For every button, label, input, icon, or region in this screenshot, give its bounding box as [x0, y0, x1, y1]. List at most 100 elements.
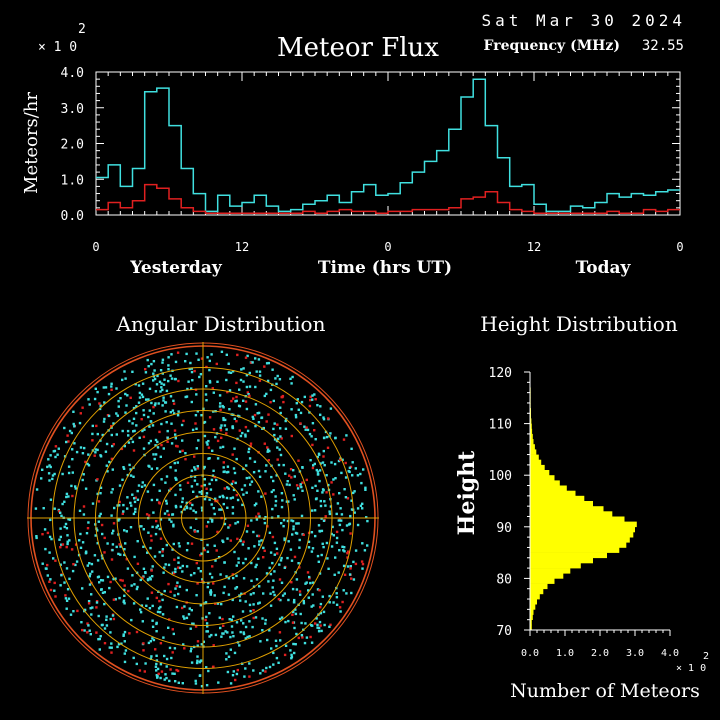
- polar-point-total: [131, 440, 135, 444]
- polar-point-total: [147, 415, 150, 419]
- polar-point-subset: [322, 455, 325, 458]
- polar-point-total: [294, 608, 297, 611]
- polar-point-total: [196, 483, 199, 486]
- height-bar: [530, 526, 635, 533]
- polar-point-total: [277, 661, 280, 664]
- polar-point-total: [51, 474, 55, 477]
- polar-point-subset: [194, 388, 198, 391]
- height-x-tick-label: 1.0: [556, 648, 574, 659]
- polar-point-total: [209, 593, 212, 596]
- polar-point-total: [68, 518, 72, 521]
- polar-point-total: [161, 372, 164, 375]
- frequency-value: 32.55: [642, 38, 684, 54]
- polar-point-total: [205, 385, 208, 388]
- polar-point-total: [321, 542, 324, 545]
- polar-point-total: [320, 553, 323, 557]
- polar-point-total: [212, 391, 215, 394]
- polar-point-total: [155, 654, 158, 657]
- polar-point-total: [266, 450, 269, 453]
- polar-point-total: [88, 575, 91, 578]
- flux-y-tick-label: 3.0: [61, 102, 84, 117]
- flux-series: [96, 78, 680, 214]
- polar-point-total: [187, 380, 190, 383]
- polar-point-total: [152, 638, 156, 642]
- polar-point-total: [87, 600, 91, 603]
- polar-point-total: [87, 624, 90, 627]
- polar-point-total: [360, 481, 363, 485]
- polar-point-total: [141, 382, 145, 385]
- polar-point-total: [216, 457, 220, 460]
- polar-point-total: [208, 368, 211, 372]
- polar-point-total: [140, 485, 144, 488]
- polar-point-total: [183, 605, 186, 608]
- polar-point-subset: [291, 613, 294, 616]
- polar-point-total: [131, 422, 134, 425]
- polar-point-total: [205, 666, 208, 669]
- polar-point-total: [330, 545, 334, 548]
- polar-point-total: [50, 537, 53, 541]
- polar-point-total: [205, 492, 209, 495]
- polar-point-total: [294, 416, 298, 419]
- polar-point-total: [316, 588, 320, 591]
- height-bar: [530, 573, 564, 579]
- polar-point-total: [311, 398, 314, 401]
- polar-point-subset: [95, 631, 98, 634]
- polar-point-subset: [176, 351, 180, 354]
- polar-point-total: [165, 499, 168, 503]
- polar-point-total: [291, 587, 295, 591]
- polar-point-total: [310, 550, 314, 553]
- height-x-tick-label: 2.0: [591, 648, 609, 659]
- polar-point-total: [190, 387, 193, 390]
- polar-point-total: [141, 395, 145, 399]
- polar-point-total: [103, 591, 106, 594]
- polar-point-total: [273, 438, 277, 441]
- polar-point-total: [159, 518, 163, 521]
- polar-point-total: [335, 541, 339, 544]
- polar-point-total: [153, 404, 157, 407]
- polar-point-total: [230, 618, 233, 621]
- polar-point-total: [207, 669, 210, 673]
- polar-point-subset: [160, 670, 164, 673]
- polar-point-total: [286, 480, 289, 483]
- polar-point-total: [275, 644, 278, 648]
- polar-point-total: [273, 553, 276, 556]
- polar-point-subset: [354, 562, 358, 566]
- polar-point-total: [53, 449, 57, 453]
- polar-point-subset: [109, 580, 112, 584]
- polar-point-total: [123, 444, 126, 448]
- polar-point-subset: [257, 534, 261, 538]
- polar-point-total: [65, 495, 68, 499]
- polar-point-total: [132, 406, 136, 410]
- polar-point-total: [202, 640, 205, 643]
- polar-point-total: [101, 532, 104, 536]
- polar-point-total: [232, 467, 236, 470]
- polar-point-total: [287, 598, 290, 602]
- polar-point-total: [270, 490, 273, 494]
- polar-point-total: [59, 535, 62, 539]
- polar-point-subset: [216, 530, 219, 534]
- polar-point-total: [202, 547, 205, 550]
- polar-point-total: [81, 452, 85, 455]
- polar-point-total: [274, 639, 278, 642]
- polar-point-subset: [290, 581, 293, 584]
- polar-point-total: [289, 649, 292, 652]
- polar-point-subset: [226, 390, 229, 394]
- polar-point-total: [111, 468, 114, 471]
- polar-point-total: [191, 379, 194, 382]
- polar-point-total: [167, 368, 170, 371]
- polar-point-total: [155, 526, 158, 529]
- polar-point-subset: [293, 555, 297, 559]
- polar-point-subset: [344, 461, 347, 465]
- polar-point-total: [64, 597, 68, 600]
- polar-point-subset: [196, 640, 200, 643]
- polar-point-total: [230, 482, 234, 486]
- polar-point-total: [356, 523, 360, 527]
- polar-point-total: [67, 471, 71, 475]
- polar-point-subset: [118, 543, 121, 546]
- polar-point-total: [337, 571, 340, 574]
- polar-point-subset: [244, 356, 248, 359]
- polar-point-total: [220, 424, 223, 427]
- polar-point-total: [144, 571, 147, 575]
- polar-point-subset: [309, 395, 312, 398]
- polar-point-subset: [172, 572, 176, 575]
